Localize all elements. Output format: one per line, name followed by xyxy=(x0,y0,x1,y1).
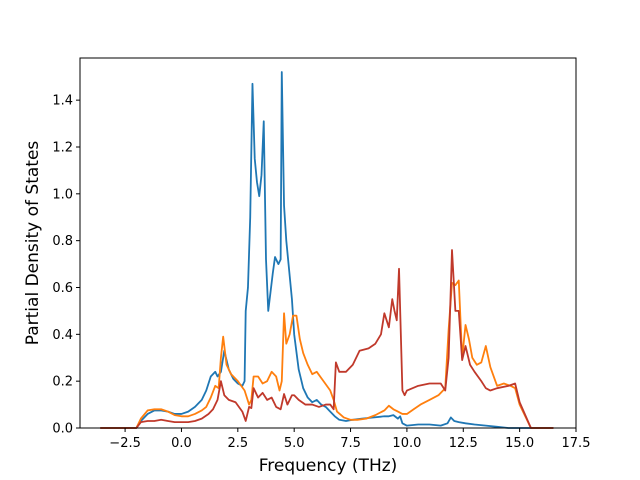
y-tick-label: 1.0 xyxy=(52,187,73,202)
x-tick-label: 12.5 xyxy=(449,436,478,451)
y-tick-label: 1.4 xyxy=(52,94,73,109)
y-tick-label: 0.0 xyxy=(52,422,73,437)
y-tick-label: 0.6 xyxy=(52,281,73,296)
series-line-1 xyxy=(100,71,554,429)
y-tick-label: 1.2 xyxy=(52,140,73,155)
x-tick-label: −2.5 xyxy=(109,436,141,451)
x-tick-label: 15.0 xyxy=(505,436,534,451)
y-tick-label: 0.4 xyxy=(52,328,73,343)
y-axis-ticks: 0.0 0.2 0.4 0.6 0.8 1.0 1.2 1.4 xyxy=(52,94,80,437)
x-tick-label: 0.0 xyxy=(171,436,192,451)
y-axis-label: Partial Density of States xyxy=(23,141,43,346)
x-tick-label: 7.5 xyxy=(340,436,361,451)
x-tick-label: 2.5 xyxy=(227,436,248,451)
series-layer xyxy=(100,71,554,429)
x-axis-label: Frequency (THz) xyxy=(259,456,398,476)
x-tick-label: 10.0 xyxy=(392,436,421,451)
x-tick-label: 17.5 xyxy=(562,436,591,451)
y-tick-label: 0.2 xyxy=(52,375,73,390)
series-line-3 xyxy=(100,249,554,429)
plot-area-frame xyxy=(79,57,577,429)
x-axis-ticks: −2.5 0.0 2.5 5.0 7.5 10.0 12.5 15.0 17.5 xyxy=(109,428,590,451)
y-tick-label: 0.8 xyxy=(52,234,73,249)
series-line-2 xyxy=(100,279,554,429)
x-tick-label: 5.0 xyxy=(284,436,305,451)
